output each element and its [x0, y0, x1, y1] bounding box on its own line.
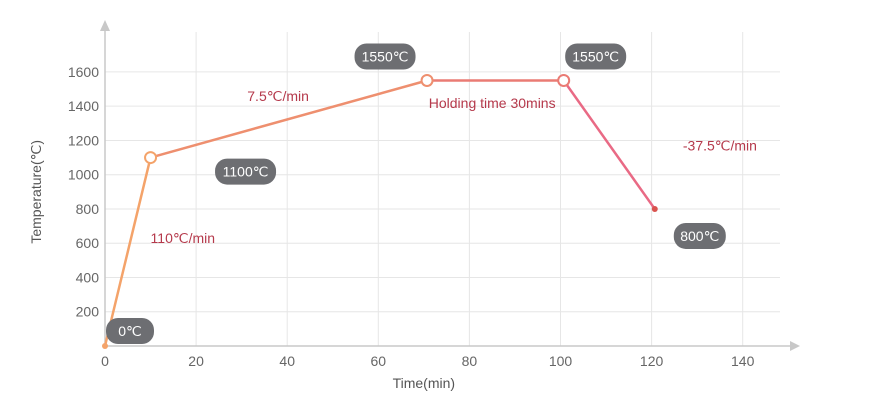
x-tick-label-40: 40 — [279, 353, 295, 369]
x-tick-label-120: 120 — [640, 353, 664, 369]
y-tick-label-1600: 1600 — [68, 64, 99, 80]
x-tick-label-60: 60 — [371, 353, 387, 369]
point-badge-bg-3 — [565, 43, 627, 70]
y-tick-label-1000: 1000 — [68, 167, 99, 183]
series-segment-3 — [562, 79, 657, 211]
y-axis-title: Temperature(℃) — [28, 140, 44, 244]
series-segment-1 — [149, 79, 429, 159]
point-badge-label-3: 1550℃ — [572, 48, 619, 64]
rate-annotation-2: Holding time 30mins — [429, 95, 556, 111]
rate-annotation-0: 110℃/min — [151, 230, 216, 246]
point-badge-2: 1550℃ — [354, 43, 416, 70]
point-badge-3: 1550℃ — [565, 43, 627, 70]
x-axis-arrow — [790, 341, 800, 351]
series-segment-0 — [103, 156, 152, 348]
y-axis-arrow — [100, 20, 110, 31]
point-badge-bg-0 — [106, 318, 154, 344]
data-point-2 — [420, 73, 434, 87]
x-tick-label-20: 20 — [188, 353, 204, 369]
point-badge-label-2: 1550℃ — [362, 48, 409, 64]
point-badge-label-0: 0℃ — [118, 323, 142, 339]
point-badge-bg-1 — [215, 158, 277, 185]
x-tick-label-140: 140 — [731, 353, 755, 369]
point-badge-4: 800℃ — [673, 222, 726, 249]
rate-annotation-1: 7.5℃/min — [247, 88, 309, 104]
data-point-3 — [557, 73, 571, 87]
data-point-1 — [144, 151, 158, 165]
point-badge-bg-2 — [354, 43, 416, 70]
x-tick-label-0: 0 — [101, 353, 109, 369]
point-badge-label-4: 800℃ — [680, 228, 719, 244]
y-tick-label-600: 600 — [76, 235, 100, 251]
y-tick-label-400: 400 — [76, 269, 100, 285]
point-badge-0: 0℃ — [106, 318, 154, 344]
point-badge-bg-4 — [673, 222, 726, 249]
x-axis-title: Time(min) — [393, 375, 455, 391]
y-tick-label-200: 200 — [76, 304, 100, 320]
data-point-0 — [102, 343, 108, 349]
series-layer — [102, 73, 658, 349]
label-layer: 0℃ 1100℃ 1550℃ 1550℃ 800℃ 110℃/min 7.5℃/min Hol… — [106, 43, 757, 344]
y-tick-label-800: 800 — [76, 201, 100, 217]
axis-layer: 0 20 40 60 80 100 120 140 200 400 600 800 1000 1200 14… — [68, 20, 800, 369]
data-point-4 — [651, 205, 658, 212]
y-tick-label-1200: 1200 — [68, 132, 99, 148]
x-tick-label-100: 100 — [549, 353, 573, 369]
point-badge-1: 1100℃ — [215, 158, 277, 185]
grid-layer — [105, 32, 780, 346]
x-tick-label-80: 80 — [462, 353, 478, 369]
point-badge-label-1: 1100℃ — [223, 164, 269, 180]
rate-annotation-3: -37.5℃/min — [683, 138, 757, 154]
y-tick-label-1400: 1400 — [68, 98, 99, 114]
